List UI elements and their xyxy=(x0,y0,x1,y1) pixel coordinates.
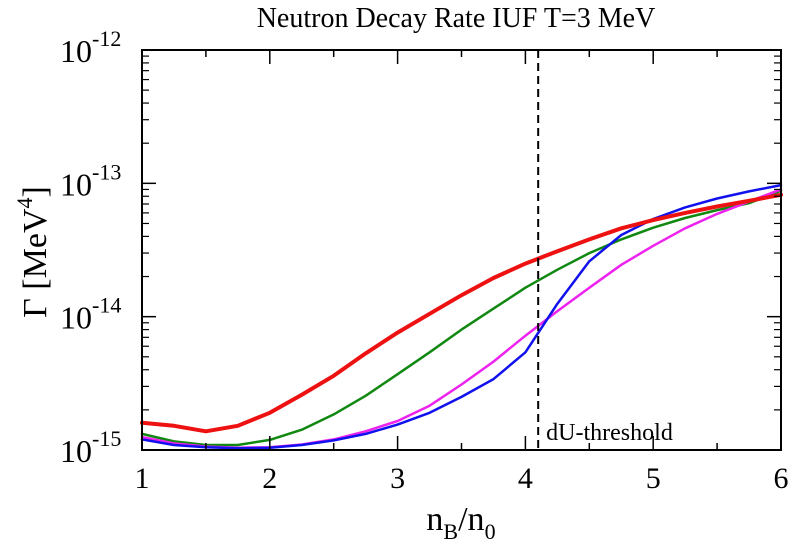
x-label-base: n xyxy=(426,501,443,538)
y-axis-label: Γ [MeV4] xyxy=(12,186,54,318)
y-tick-base: 10 xyxy=(60,433,92,469)
y-tick-label: 10-12 xyxy=(60,26,121,69)
x-tick-label: 1 xyxy=(135,462,150,495)
y-label-close: ] xyxy=(17,186,54,197)
y-tick-exponent: -13 xyxy=(92,159,121,184)
x-axis-label: nB/n0 xyxy=(426,501,495,543)
y-tick-exponent: -12 xyxy=(92,26,121,51)
y-tick-base: 10 xyxy=(60,33,92,69)
y-tick-exponent: -15 xyxy=(92,426,121,451)
threshold-layer: dU-threshold xyxy=(537,50,673,450)
y-tick-label: 10-14 xyxy=(60,293,121,336)
y-tick-base: 10 xyxy=(60,300,92,336)
threshold-label: dU-threshold xyxy=(546,420,673,446)
x-label-sub-0: 0 xyxy=(485,519,496,543)
x-label-slash: /n xyxy=(458,501,484,538)
plot-frame xyxy=(141,49,782,451)
y-label-text: Γ [MeV xyxy=(17,208,54,318)
x-tick-label: 4 xyxy=(518,462,533,495)
x-tick-label: 3 xyxy=(390,462,405,495)
series-layer xyxy=(140,183,783,450)
y-label-sup: 4 xyxy=(12,197,37,208)
y-tick-label: 10-15 xyxy=(60,426,121,469)
chart-title: Neutron Decay Rate IUF T=3 MeV xyxy=(257,3,656,34)
y-tick-exponent: -14 xyxy=(92,293,121,318)
y-tick-label: 10-13 xyxy=(60,159,121,202)
y-tick-base: 10 xyxy=(60,166,92,202)
series-line-blue xyxy=(140,183,783,450)
x-label-sub-b: B xyxy=(443,519,458,543)
series-line-red xyxy=(140,192,783,434)
series-line-magenta xyxy=(140,188,783,449)
series-line-green xyxy=(140,189,783,447)
x-tick-label: 2 xyxy=(262,462,277,495)
x-tick-label: 5 xyxy=(646,462,661,495)
x-tick-label: 6 xyxy=(774,462,789,495)
